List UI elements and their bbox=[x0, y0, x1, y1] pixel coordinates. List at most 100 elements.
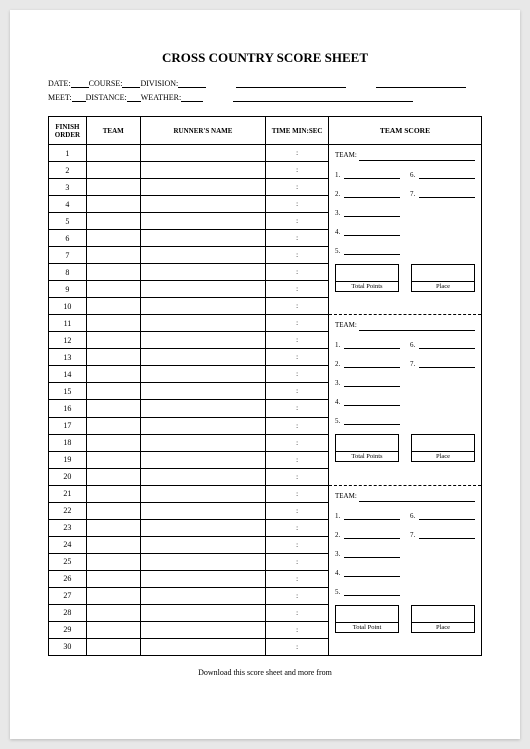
cell-name bbox=[141, 162, 267, 178]
score-field bbox=[344, 396, 400, 406]
table-row: 9: bbox=[49, 281, 328, 298]
cell-order: 10 bbox=[49, 298, 87, 314]
table-row: 15: bbox=[49, 383, 328, 400]
score-num: 3. bbox=[335, 209, 343, 217]
team-name-row: TEAM: bbox=[335, 492, 475, 502]
score-field bbox=[419, 510, 475, 520]
score-field bbox=[344, 510, 400, 520]
header-team: TEAM bbox=[87, 117, 141, 144]
score-num: 1. bbox=[335, 512, 343, 520]
cell-team bbox=[87, 298, 141, 314]
cell-order: 9 bbox=[49, 281, 87, 297]
score-num: 2. bbox=[335, 360, 343, 368]
team-score-block: TEAM:1.2.3.4.5.6.7.Total PointsPlace bbox=[329, 145, 481, 315]
score-field bbox=[344, 188, 400, 198]
table-body: 1:2:3:4:5:6:7:8:9:10:11:12:13:14:15:16:1… bbox=[49, 145, 328, 655]
team-label: TEAM: bbox=[335, 321, 357, 331]
cell-name bbox=[141, 435, 267, 451]
total-points-box: Total Points bbox=[335, 264, 399, 292]
score-num: 3. bbox=[335, 379, 343, 387]
cell-time: : bbox=[266, 588, 328, 604]
cell-time: : bbox=[266, 486, 328, 502]
table-row: 29: bbox=[49, 622, 328, 639]
cell-time: : bbox=[266, 298, 328, 314]
division-label: DIVISION: bbox=[140, 79, 178, 88]
score-line: 3. bbox=[335, 375, 400, 387]
meta1-extra1 bbox=[236, 78, 346, 88]
table-row: 13: bbox=[49, 349, 328, 366]
team-name-row: TEAM: bbox=[335, 321, 475, 331]
cell-team bbox=[87, 383, 141, 399]
score-line: 6. bbox=[410, 508, 475, 520]
score-line: 5. bbox=[335, 243, 400, 255]
table-row: 3: bbox=[49, 179, 328, 196]
score-lines-right: 6.7. bbox=[410, 167, 475, 262]
cell-name bbox=[141, 196, 267, 212]
cell-time: : bbox=[266, 639, 328, 655]
cell-team bbox=[87, 469, 141, 485]
team-score-blocks: TEAM:1.2.3.4.5.6.7.Total PointsPlaceTEAM… bbox=[329, 145, 481, 655]
course-field bbox=[122, 78, 140, 88]
team-name-field bbox=[359, 321, 475, 331]
place-rect bbox=[411, 264, 475, 282]
score-num: 2. bbox=[335, 190, 343, 198]
score-line: 7. bbox=[410, 527, 475, 539]
cell-name bbox=[141, 264, 267, 280]
date-field bbox=[71, 78, 89, 88]
table-header: FINISH ORDER TEAM RUNNER'S NAME TIME MIN… bbox=[49, 117, 328, 145]
cell-team bbox=[87, 281, 141, 297]
team-score-block: TEAM:1.2.3.4.5.6.7.Total PointPlace bbox=[329, 486, 481, 655]
cell-order: 18 bbox=[49, 435, 87, 451]
cell-time: : bbox=[266, 349, 328, 365]
cell-time: : bbox=[266, 418, 328, 434]
cell-time: : bbox=[266, 196, 328, 212]
cell-order: 26 bbox=[49, 571, 87, 587]
cell-name bbox=[141, 469, 267, 485]
cell-time: : bbox=[266, 622, 328, 638]
team-name-row: TEAM: bbox=[335, 151, 475, 161]
score-num: 5. bbox=[335, 417, 343, 425]
cell-name bbox=[141, 622, 267, 638]
cell-time: : bbox=[266, 469, 328, 485]
cell-name bbox=[141, 554, 267, 570]
team-score-column: TEAM SCORE TEAM:1.2.3.4.5.6.7.Total Poin… bbox=[329, 117, 481, 655]
cell-team bbox=[87, 503, 141, 519]
cell-name bbox=[141, 486, 267, 502]
table-row: 20: bbox=[49, 469, 328, 486]
score-field bbox=[344, 548, 400, 558]
score-num: 3. bbox=[335, 550, 343, 558]
table-row: 26: bbox=[49, 571, 328, 588]
cell-team bbox=[87, 145, 141, 161]
cell-order: 21 bbox=[49, 486, 87, 502]
score-num: 4. bbox=[335, 569, 343, 577]
table-row: 8: bbox=[49, 264, 328, 281]
score-field bbox=[419, 188, 475, 198]
table-row: 14: bbox=[49, 366, 328, 383]
team-name-field bbox=[359, 151, 475, 161]
header-runner-name: RUNNER'S NAME bbox=[141, 117, 267, 144]
cell-time: : bbox=[266, 264, 328, 280]
score-num: 4. bbox=[335, 228, 343, 236]
cell-order: 4 bbox=[49, 196, 87, 212]
score-line: 7. bbox=[410, 186, 475, 198]
cell-name bbox=[141, 179, 267, 195]
table-row: 2: bbox=[49, 162, 328, 179]
total-points-label: Total Points bbox=[335, 452, 399, 462]
cell-name bbox=[141, 588, 267, 604]
score-line: 5. bbox=[335, 584, 400, 596]
cell-name bbox=[141, 520, 267, 536]
place-box: Place bbox=[411, 605, 475, 633]
cell-time: : bbox=[266, 315, 328, 331]
team-name-field bbox=[359, 492, 475, 502]
total-points-label: Total Points bbox=[335, 282, 399, 292]
header-time: TIME MIN:SEC bbox=[266, 117, 328, 144]
cell-name bbox=[141, 145, 267, 161]
table-row: 1: bbox=[49, 145, 328, 162]
cell-time: : bbox=[266, 452, 328, 468]
cell-team bbox=[87, 605, 141, 621]
score-lines-left: 1.2.3.4.5. bbox=[335, 337, 400, 432]
team-score-block: TEAM:1.2.3.4.5.6.7.Total PointsPlace bbox=[329, 315, 481, 485]
table-row: 25: bbox=[49, 554, 328, 571]
score-num: 5. bbox=[335, 588, 343, 596]
place-box: Place bbox=[411, 264, 475, 292]
